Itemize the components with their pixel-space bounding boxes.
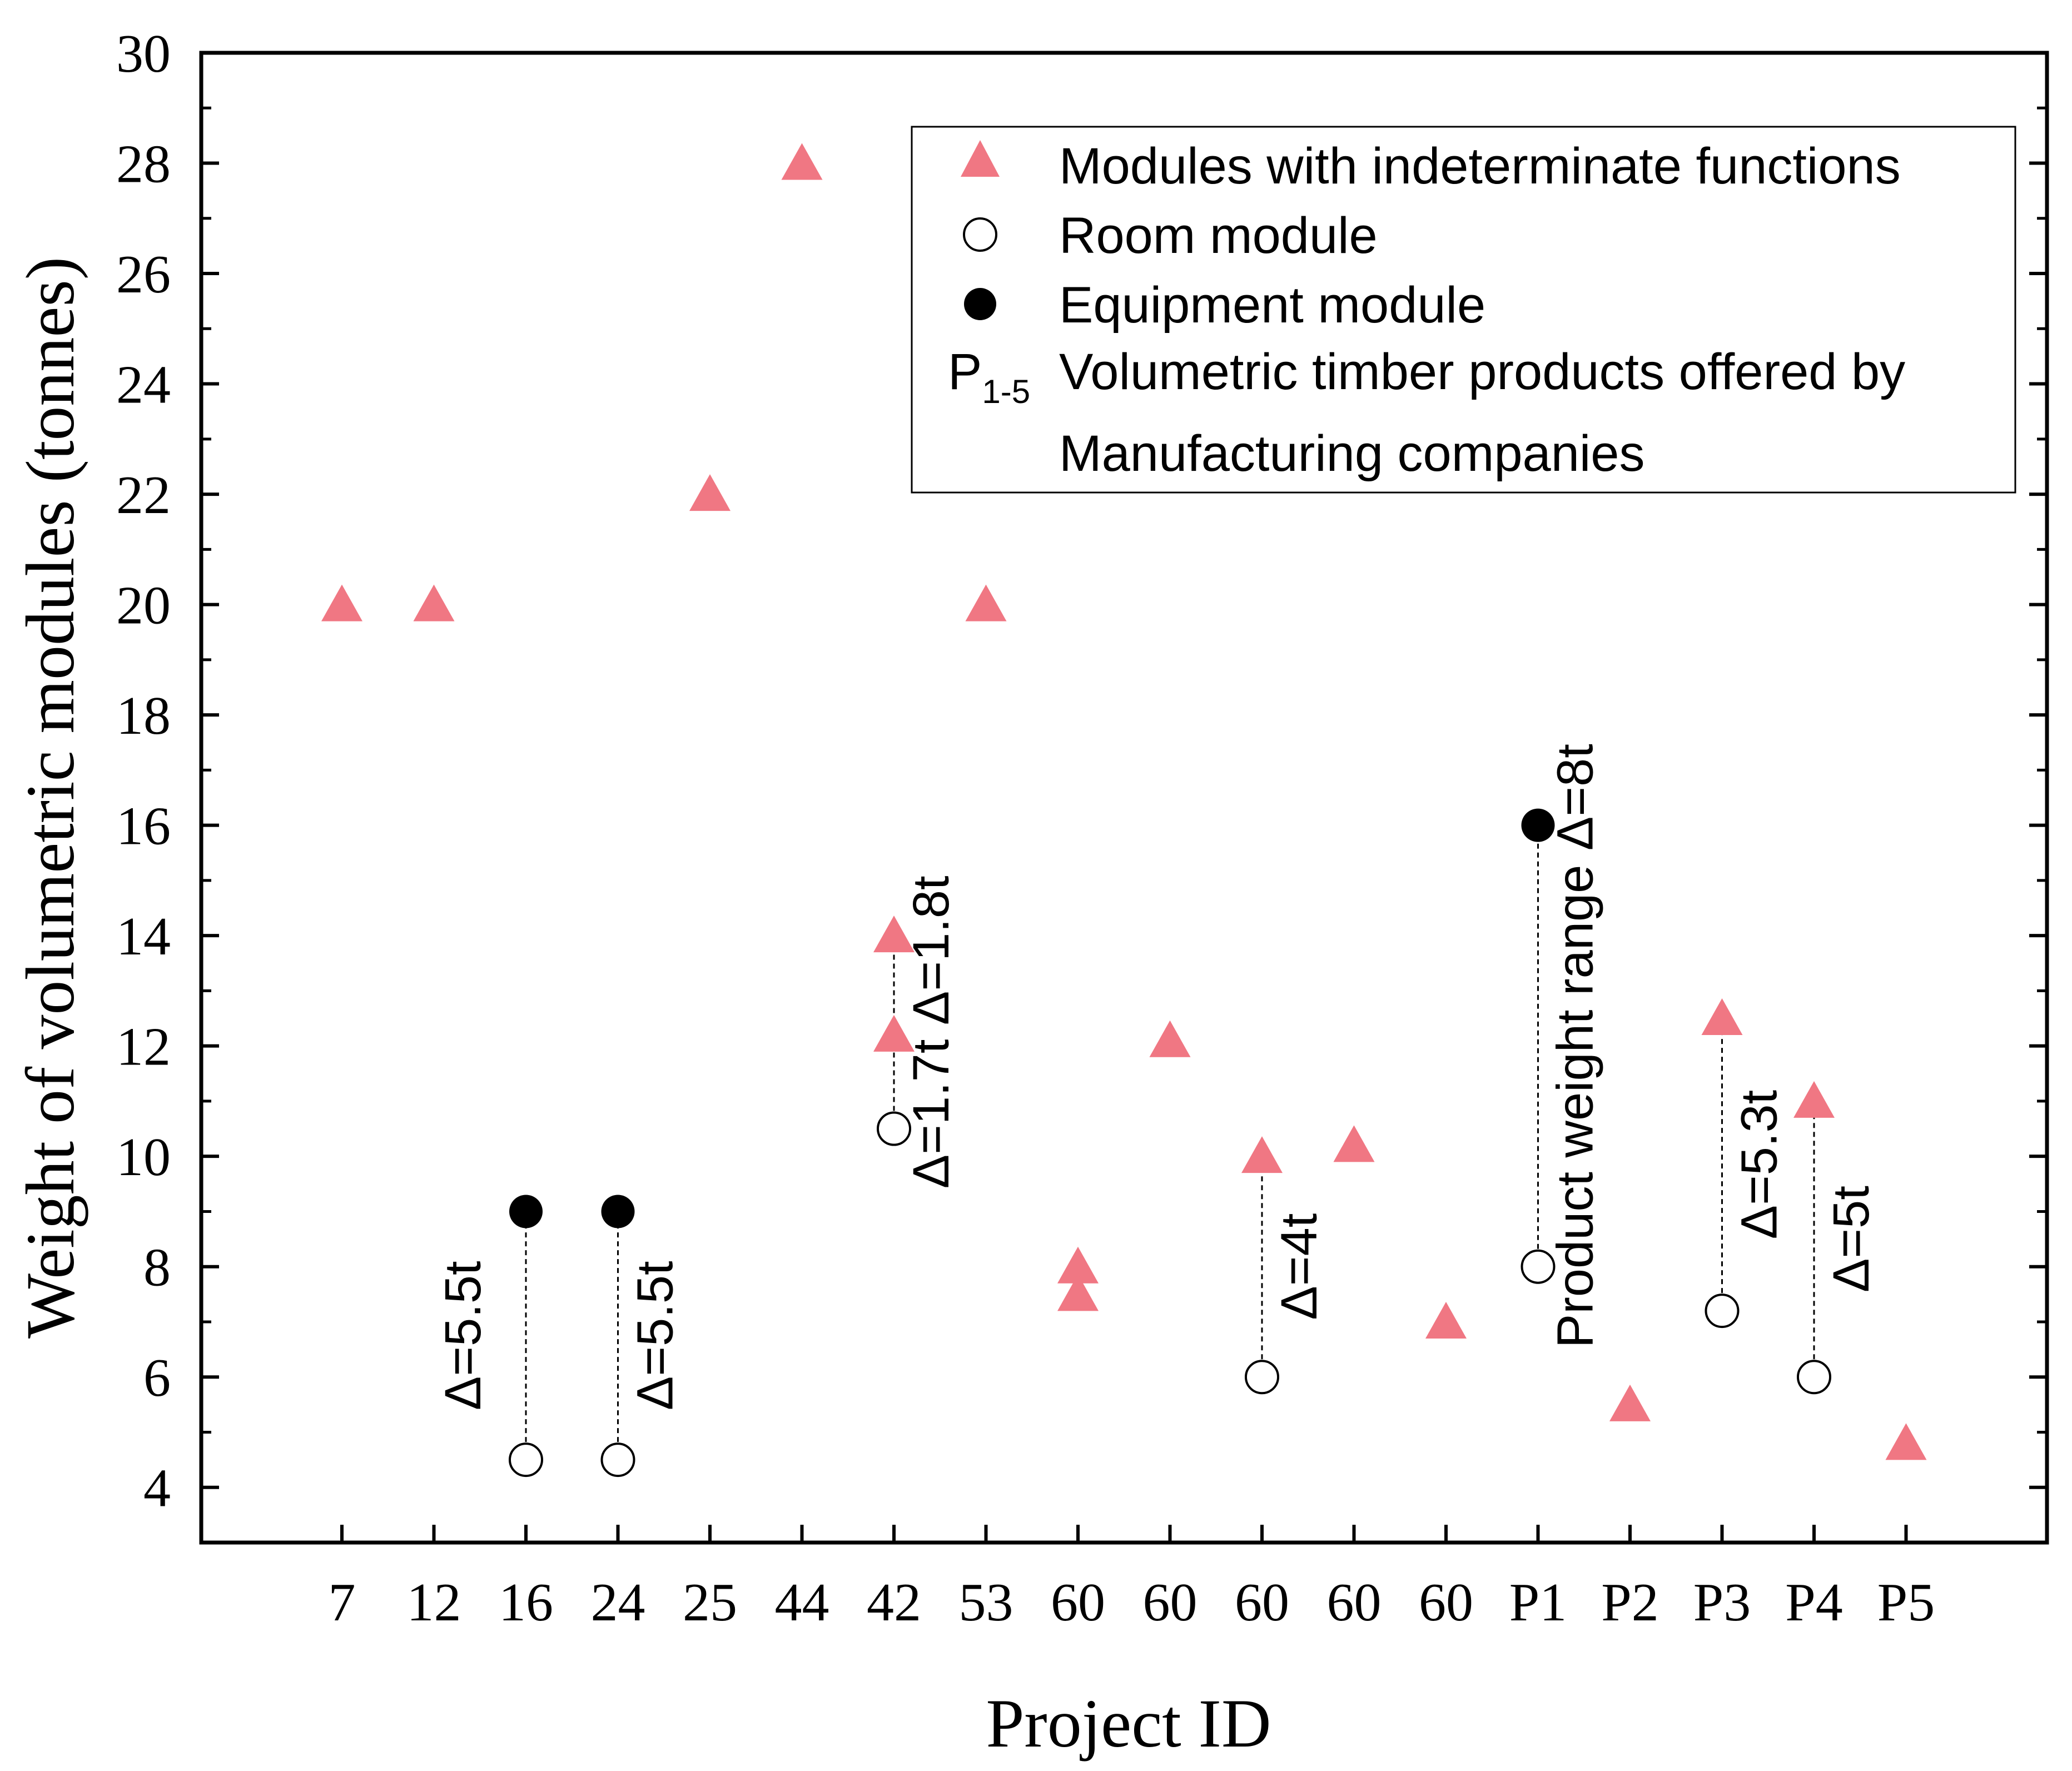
range-annotation: Δ=5.5t [627,1261,684,1410]
triangle-point [1241,1136,1283,1173]
equipment-module-point [509,1195,543,1228]
y-tick-label: 12 [116,1017,171,1077]
y-tick-label: 4 [143,1459,171,1519]
legend-product-symbol: P1-5 [948,344,1030,410]
legend-product-subscript: 1-5 [982,373,1030,410]
y-tick-label: 26 [116,245,171,305]
triangle-point [1425,1301,1467,1339]
triangle-point [689,474,731,511]
x-tick-label: 16 [499,1573,553,1633]
triangle-point [1057,1274,1099,1311]
triangle-point [965,584,1007,621]
markers [321,143,1927,1478]
triangle-point [873,1014,915,1052]
plot-frame [199,51,2049,1545]
x-tick-label: 60 [1143,1573,1198,1633]
x-tick-label: 53 [959,1573,1013,1633]
x-tick-label: 60 [1235,1573,1289,1633]
legend: Modules with indeterminate functions Roo… [911,126,2016,494]
x-axis: 7 12 16 24 25 44 42 53 60 60 60 60 60 P1 P2 P3 P4 P5 [329,1525,1935,1633]
x-tick-label: 7 [329,1573,356,1633]
triangle-point [1057,1246,1099,1284]
range-annotation: Δ=5t [1823,1186,1880,1292]
x-tick-label: P4 [1785,1573,1843,1633]
triangle-point [1333,1125,1375,1162]
x-tick-label: 60 [1051,1573,1105,1633]
range-annotation: Δ=1.7t Δ=1.8t [903,875,960,1188]
x-tick-label: P3 [1693,1573,1751,1633]
room-module-point [1797,1360,1831,1395]
x-axis-title: Project ID [986,1685,1271,1762]
triangle-point [873,916,915,953]
equipment-module-point [1521,808,1555,842]
x-tick-label: 24 [591,1573,645,1633]
room-module-point [877,1111,911,1146]
y-tick-label: 16 [116,797,171,857]
y-axis: 4 6 8 10 12 14 16 18 20 22 24 26 28 30 [116,24,2047,1519]
range-annotation: Δ=4t [1271,1213,1328,1320]
y-tick-label: 6 [143,1348,171,1408]
legend-box [911,126,2016,494]
y-tick-label: 22 [116,465,171,525]
legend-label-room: Room module [1059,207,1378,264]
y-tick-label: 14 [116,907,171,967]
equipment-module-point [601,1195,635,1228]
legend-filled-circle-icon [964,288,996,320]
y-tick-label: 28 [116,135,171,195]
legend-open-circle-icon [963,217,997,252]
y-tick-label: 30 [116,24,171,84]
range-annotation: Δ=5.5t [435,1261,491,1410]
y-tick-label: 18 [116,686,171,746]
room-module-point [600,1442,635,1478]
x-tick-label: 42 [867,1573,921,1633]
x-tick-label: 12 [407,1573,461,1633]
triangle-point [1149,1020,1191,1057]
x-tick-label: 44 [775,1573,829,1633]
triangle-point [1701,998,1743,1036]
legend-note-line2: Manufacturing companies [1059,425,1644,482]
legend-label-equipment: Equipment module [1059,277,1485,334]
x-tick-label: 25 [683,1573,737,1633]
triangle-point [1885,1423,1927,1460]
triangle-point [1609,1384,1651,1421]
range-annotation: Product weight range Δ=8t [1547,744,1604,1348]
y-tick-label: 10 [116,1127,171,1187]
x-tick-label: P2 [1601,1573,1659,1633]
room-module-point [1245,1360,1279,1395]
triangle-point [781,143,823,180]
legend-note-line1: Volumetric timber products offered by [1059,344,1905,400]
y-tick-label: 8 [143,1238,171,1298]
x-tick-label: 60 [1419,1573,1473,1633]
y-tick-label: 20 [116,576,171,636]
y-axis-title: Weight of volumetric modules (tonnes) [12,257,88,1339]
legend-label-indeterminate: Modules with indeterminate functions [1059,138,1901,195]
triangle-point [321,584,362,621]
room-module-point [509,1442,543,1478]
triangle-point [413,584,455,621]
triangle-point [1793,1081,1835,1118]
range-annotation: Δ=5.3t [1731,1090,1788,1240]
x-tick-label: P5 [1877,1573,1935,1633]
y-tick-label: 24 [116,355,171,415]
range-lines [525,825,1815,1460]
x-tick-label: 60 [1327,1573,1382,1633]
room-module-point [1705,1294,1740,1329]
legend-triangle-icon [961,140,1000,177]
x-tick-label: P1 [1509,1573,1567,1633]
room-module-point [1521,1249,1556,1284]
range-annotations: Δ=5.5t Δ=5.5t Δ=1.7t Δ=1.8t Δ=4t Product wei… [435,744,1880,1410]
